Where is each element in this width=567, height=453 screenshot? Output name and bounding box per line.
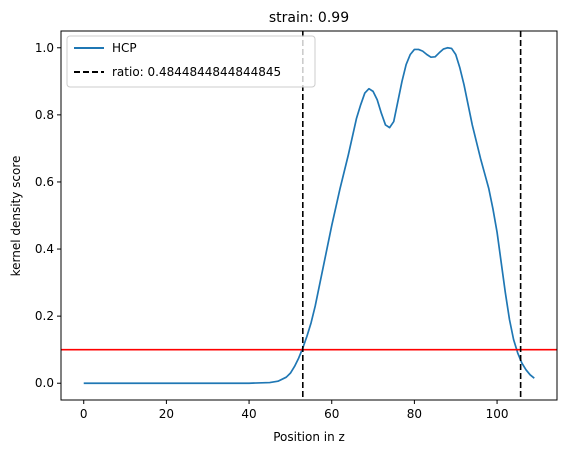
x-tick-label: 40	[241, 407, 256, 421]
x-tick-label: 100	[486, 407, 509, 421]
y-tick-label: 1.0	[35, 41, 54, 55]
x-tick-label: 20	[159, 407, 174, 421]
chart-title: strain: 0.99	[269, 10, 349, 26]
x-axis-label: Position in z	[273, 430, 345, 444]
legend: HCP ratio: 0.4844844844844845	[66, 35, 316, 88]
axis-ticks: 0 20 40 60 80 100 0.0 0.2 0.4 0.6 0.8 1.0	[35, 41, 509, 421]
x-tick-label: 0	[80, 407, 88, 421]
legend-label-hcp: HCP	[112, 41, 137, 55]
y-tick-label: 0.0	[35, 376, 54, 390]
axes-frame	[60, 30, 558, 401]
y-tick-label: 0.2	[35, 309, 54, 323]
y-tick-label: 0.6	[35, 175, 54, 189]
y-tick-label: 0.8	[35, 108, 54, 122]
series-line-hcp	[83, 46, 535, 385]
plot-area	[60, 30, 558, 401]
x-tick-label: 60	[324, 407, 339, 421]
legend-label-ratio: ratio: 0.4844844844844845	[112, 65, 281, 79]
x-tick-label: 80	[407, 407, 422, 421]
y-tick-label: 0.4	[35, 242, 54, 256]
legend-box	[66, 35, 316, 88]
y-axis-label: kernel density score	[9, 156, 23, 277]
